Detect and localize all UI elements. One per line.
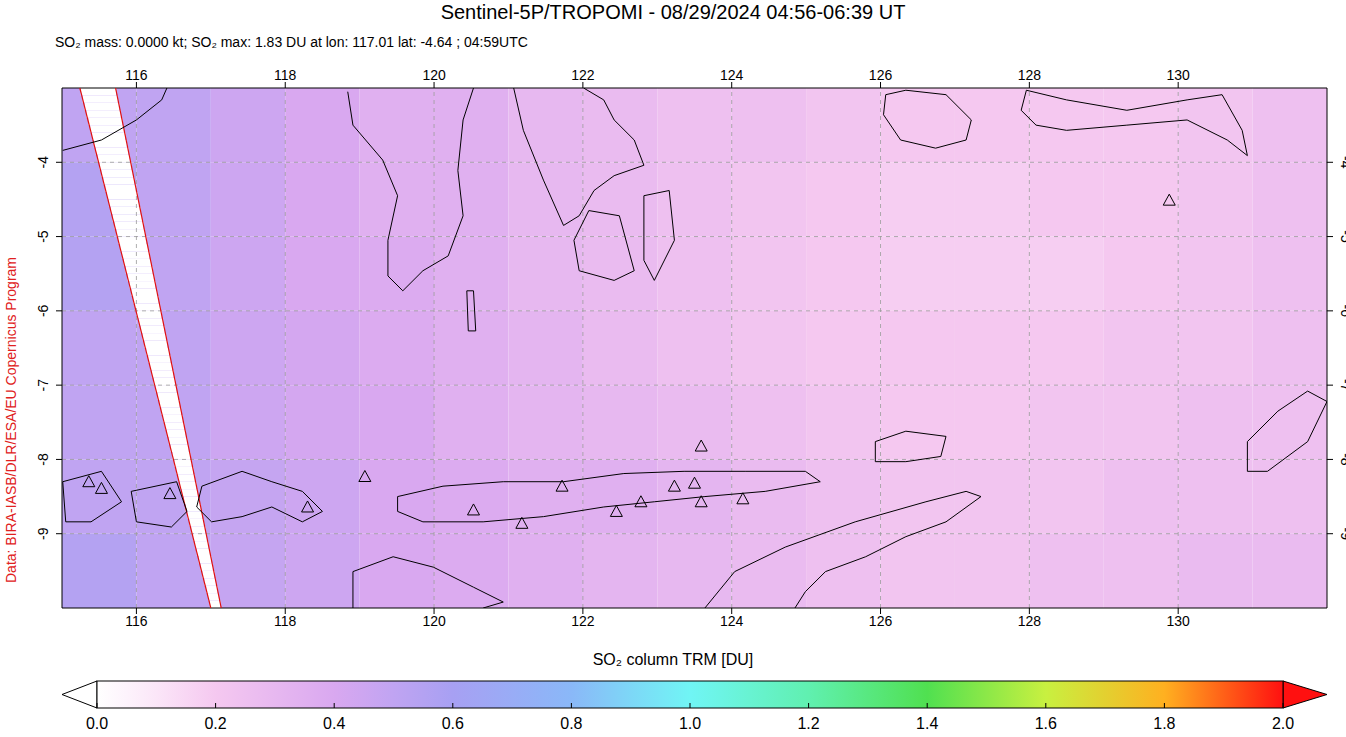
svg-text:-5: -5 <box>35 230 51 243</box>
html-text:Sentinel-5P/TROPOMI - 08/29/20: Sentinel-5P/TROPOMI - 08/29/2024 04:56-0… <box>440 1 906 23</box>
svg-text:130: 130 <box>1166 67 1190 83</box>
html-text:SO₂ column TRM [DU]: SO₂ column TRM [DU] <box>592 651 754 668</box>
svg-text:130: 130 <box>1166 613 1190 629</box>
svg-text:122: 122 <box>571 613 595 629</box>
svg-text:118: 118 <box>274 67 297 83</box>
svg-text:-4: -4 <box>35 156 51 169</box>
svg-text:-8: -8 <box>35 453 51 466</box>
svg-text:1.0: 1.0 <box>679 715 701 732</box>
svg-text:120: 120 <box>422 613 446 629</box>
html-text:SO₂ mass: 0.0000 kt; SO₂ max:: SO₂ mass: 0.0000 kt; SO₂ max: 1.83 DU at… <box>55 34 528 50</box>
svg-text:118: 118 <box>274 613 297 629</box>
svg-text:116: 116 <box>125 613 148 629</box>
svg-text:-6: -6 <box>35 304 51 317</box>
svg-text:0.4: 0.4 <box>323 715 345 732</box>
svg-text:122: 122 <box>571 67 595 83</box>
svg-text:0.8: 0.8 <box>560 715 582 732</box>
svg-text:-9: -9 <box>35 527 51 540</box>
svg-text:128: 128 <box>1018 67 1042 83</box>
svg-text:1.8: 1.8 <box>1153 715 1175 732</box>
svg-text:1.2: 1.2 <box>797 715 819 732</box>
svg-text:120: 120 <box>422 67 446 83</box>
svg-text:124: 124 <box>720 67 744 83</box>
svg-text:2.0: 2.0 <box>1272 715 1294 732</box>
html-text:Data: BIRA-IASB/DLR/ESA/EU Cop: Data: BIRA-IASB/DLR/ESA/EU Copernicus Pr… <box>3 257 19 583</box>
svg-text:1.4: 1.4 <box>916 715 938 732</box>
svg-text:116: 116 <box>125 67 148 83</box>
svg-text:128: 128 <box>1018 613 1042 629</box>
svg-text:0.0: 0.0 <box>86 715 108 732</box>
svg-text:126: 126 <box>869 613 893 629</box>
svg-text:-7: -7 <box>35 379 51 392</box>
svg-text:0.6: 0.6 <box>442 715 464 732</box>
svg-text:0.2: 0.2 <box>204 715 226 732</box>
svg-text:126: 126 <box>869 67 893 83</box>
svg-text:124: 124 <box>720 613 744 629</box>
svg-text:1.6: 1.6 <box>1035 715 1057 732</box>
